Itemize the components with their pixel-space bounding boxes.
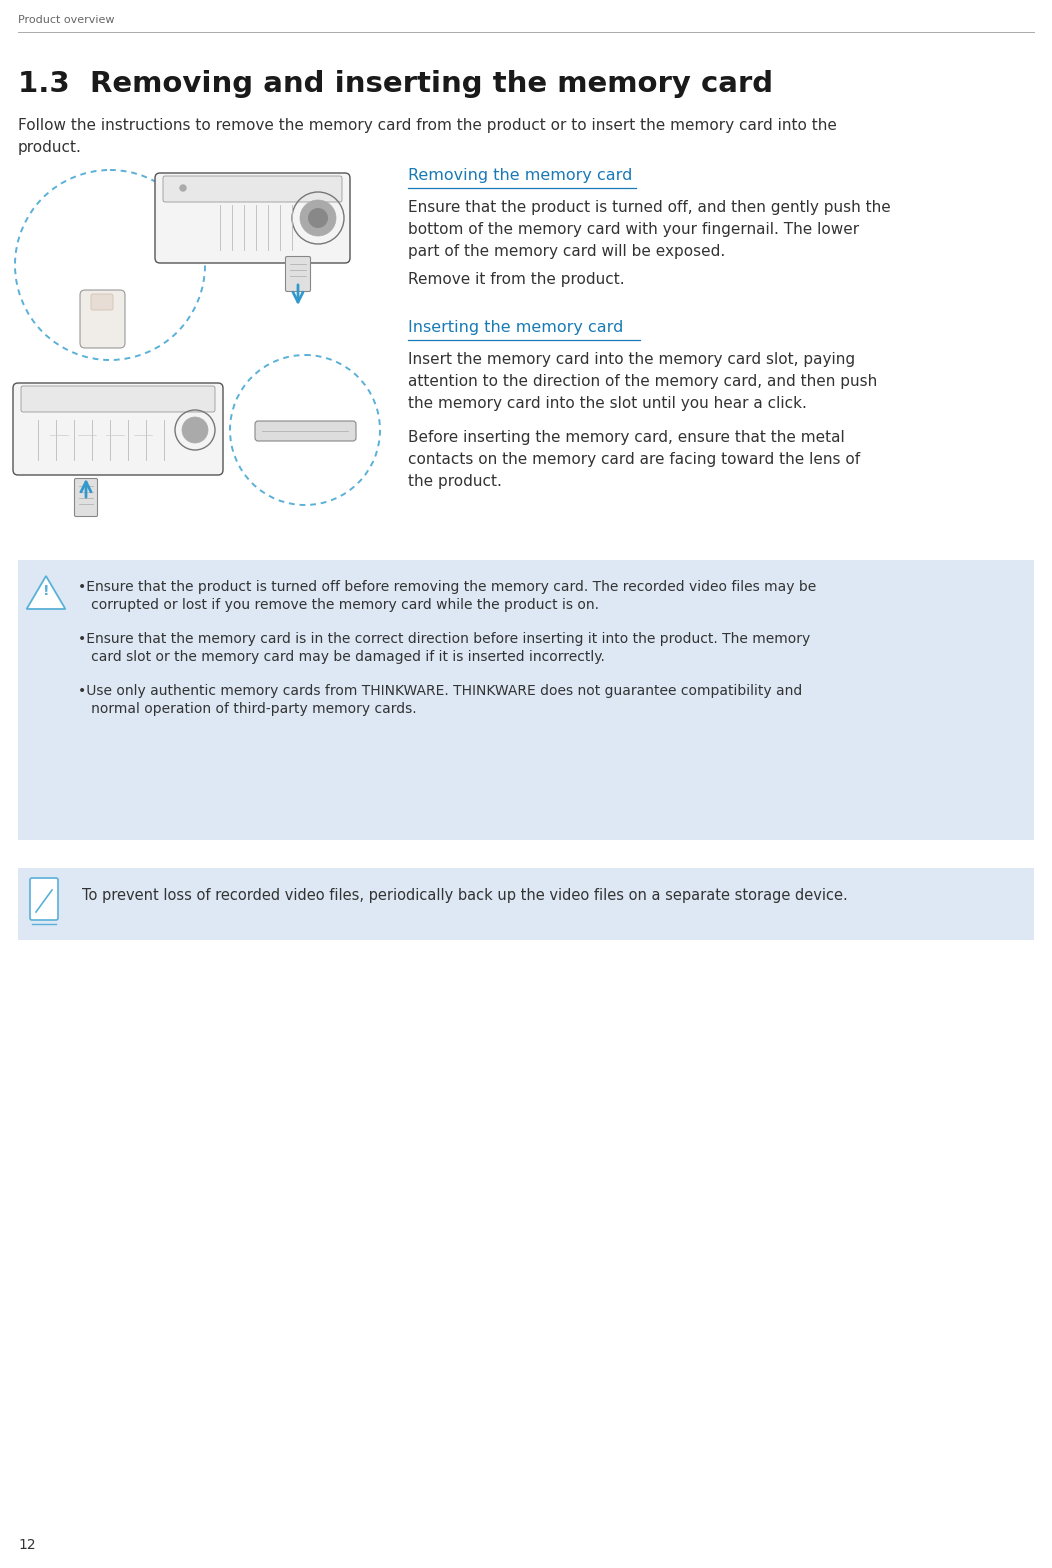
FancyBboxPatch shape xyxy=(18,869,1034,939)
Text: Ensure that the product is turned off, and then gently push the
bottom of the me: Ensure that the product is turned off, a… xyxy=(408,201,891,259)
FancyBboxPatch shape xyxy=(13,383,223,475)
Circle shape xyxy=(182,417,208,444)
Text: Insert the memory card into the memory card slot, paying
attention to the direct: Insert the memory card into the memory c… xyxy=(408,351,877,411)
FancyBboxPatch shape xyxy=(21,386,215,412)
Text: Inserting the memory card: Inserting the memory card xyxy=(408,320,624,336)
Text: !: ! xyxy=(43,583,49,597)
Circle shape xyxy=(308,209,328,227)
Text: corrupted or lost if you remove the memory card while the product is on.: corrupted or lost if you remove the memo… xyxy=(78,597,599,612)
FancyBboxPatch shape xyxy=(285,257,310,292)
FancyBboxPatch shape xyxy=(75,478,98,516)
Circle shape xyxy=(300,201,336,237)
Text: 1.3  Removing and inserting the memory card: 1.3 Removing and inserting the memory ca… xyxy=(18,71,773,99)
Text: 12: 12 xyxy=(18,1538,36,1552)
Text: Follow the instructions to remove the memory card from the product or to insert : Follow the instructions to remove the me… xyxy=(18,118,837,133)
Text: normal operation of third-party memory cards.: normal operation of third-party memory c… xyxy=(78,702,417,717)
Text: Before inserting the memory card, ensure that the metal
contacts on the memory c: Before inserting the memory card, ensure… xyxy=(408,430,861,489)
FancyBboxPatch shape xyxy=(18,560,1034,840)
Text: Remove it from the product.: Remove it from the product. xyxy=(408,271,625,287)
Text: product.: product. xyxy=(18,140,82,155)
FancyBboxPatch shape xyxy=(80,290,125,348)
Polygon shape xyxy=(26,575,65,608)
Text: card slot or the memory card may be damaged if it is inserted incorrectly.: card slot or the memory card may be dama… xyxy=(78,651,605,663)
FancyBboxPatch shape xyxy=(255,420,356,441)
Circle shape xyxy=(180,185,186,191)
FancyBboxPatch shape xyxy=(92,295,113,310)
FancyBboxPatch shape xyxy=(31,878,58,920)
Text: Removing the memory card: Removing the memory card xyxy=(408,168,632,183)
Text: •Use only authentic memory cards from THINKWARE. THINKWARE does not guarantee co: •Use only authentic memory cards from TH… xyxy=(78,684,803,698)
Text: •Ensure that the memory card is in the correct direction before inserting it int: •Ensure that the memory card is in the c… xyxy=(78,632,810,646)
Text: To prevent loss of recorded video files, periodically back up the video files on: To prevent loss of recorded video files,… xyxy=(82,887,848,903)
Text: •Ensure that the product is turned off before removing the memory card. The reco: •Ensure that the product is turned off b… xyxy=(78,580,816,594)
Text: Product overview: Product overview xyxy=(18,16,115,25)
FancyBboxPatch shape xyxy=(155,172,350,263)
FancyBboxPatch shape xyxy=(163,176,342,202)
